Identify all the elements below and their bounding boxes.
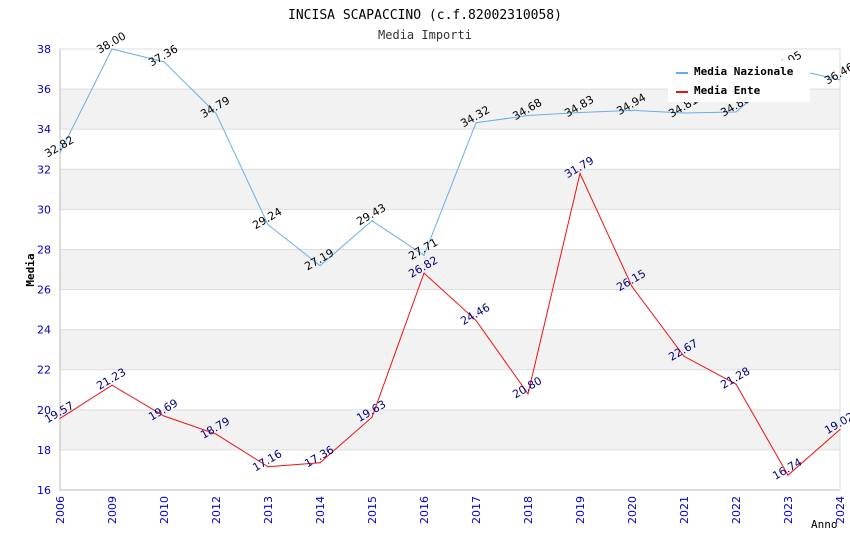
grid-band <box>60 409 840 450</box>
data-point <box>579 111 581 114</box>
grid-band <box>60 329 840 370</box>
data-point <box>319 462 321 464</box>
grid-band <box>60 249 840 290</box>
data-point <box>839 428 841 431</box>
data-point <box>683 355 685 357</box>
data-point <box>631 109 633 111</box>
series-lines <box>59 48 841 476</box>
y-tick-label: 34 <box>37 123 51 136</box>
data-point <box>579 172 581 175</box>
data-point <box>631 285 633 288</box>
x-tick-label: 2009 <box>106 496 119 524</box>
data-point <box>215 433 217 435</box>
data-label: 38.00 <box>94 29 128 56</box>
data-point <box>163 415 165 417</box>
y-tick-label: 18 <box>37 444 51 457</box>
data-point <box>683 112 685 114</box>
chart-subtitle: Media Importi <box>378 28 472 42</box>
x-tick-label: 2014 <box>314 496 327 524</box>
data-label: 24.46 <box>458 301 492 328</box>
y-tick-label: 22 <box>37 364 51 377</box>
y-tick-label: 24 <box>37 324 51 337</box>
data-point <box>735 383 737 385</box>
y-tick-label: 30 <box>37 203 51 216</box>
data-point <box>111 384 113 386</box>
x-tick-label: 2006 <box>54 496 67 524</box>
data-point <box>839 79 841 81</box>
data-point <box>319 265 321 267</box>
y-tick-label: 32 <box>37 163 51 176</box>
plot-bands <box>60 89 840 450</box>
data-label: 36.46 <box>822 60 850 87</box>
chart-title: INCISA SCAPACCINO (c.f.82002310058) <box>288 8 562 23</box>
data-point <box>787 474 789 476</box>
legend-box <box>668 60 810 102</box>
x-axis-label: Anno <box>811 518 838 531</box>
legend-label-media-nazionale: Media Nazionale <box>694 65 794 78</box>
x-tick-label: 2020 <box>626 496 639 524</box>
y-tick-label: 16 <box>37 484 51 497</box>
data-label: 16.74 <box>770 456 804 483</box>
x-tick-labels: 2006 2009 2010 2012 2013 2014 2015 2016 2017 2018… <box>54 496 847 524</box>
x-tick-label: 2021 <box>678 496 691 524</box>
data-point <box>475 122 477 124</box>
x-tick-label: 2017 <box>470 496 483 524</box>
y-tick-label: 26 <box>37 284 51 297</box>
x-tick-label: 2013 <box>262 496 275 524</box>
data-point <box>267 223 269 226</box>
x-tick-label: 2015 <box>366 496 379 524</box>
series-line-media-ente <box>59 171 841 476</box>
x-tick-label: 2023 <box>782 496 795 524</box>
x-tick-label: 2018 <box>522 496 535 524</box>
data-point <box>527 114 529 117</box>
y-tick-label: 38 <box>37 43 51 56</box>
x-tick-label: 2022 <box>730 496 743 524</box>
y-tick-label: 36 <box>37 83 51 96</box>
data-point <box>215 112 217 114</box>
data-point <box>59 417 61 420</box>
legend-label-media-ente: Media Ente <box>694 84 761 97</box>
data-point <box>527 393 529 395</box>
data-point <box>735 111 737 113</box>
data-point <box>267 466 269 468</box>
data-point <box>59 152 61 154</box>
data-label: 20.80 <box>510 374 544 401</box>
y-tick-label: 28 <box>37 243 51 256</box>
data-point <box>475 319 477 322</box>
data-point <box>163 61 165 63</box>
legend: Media Nazionale Media Ente <box>668 60 810 102</box>
axes <box>59 49 841 491</box>
x-tick-label: 2016 <box>418 496 431 524</box>
x-tick-label: 2019 <box>574 496 587 524</box>
x-tick-label: 2012 <box>210 496 223 524</box>
y-tick-label: 20 <box>37 404 51 417</box>
data-point <box>371 416 373 418</box>
data-point <box>423 254 425 256</box>
data-point <box>111 48 113 50</box>
y-axis-label: Media <box>24 253 37 286</box>
data-label: 37.36 <box>146 42 180 69</box>
data-point <box>423 272 425 274</box>
data-point <box>371 220 373 222</box>
x-tick-label: 2010 <box>158 496 171 524</box>
y-tick-labels: 16 18 20 22 24 26 28 30 32 34 36 38 <box>37 43 51 497</box>
data-label: 32.82 <box>42 133 76 160</box>
data-label: 17.16 <box>250 447 284 474</box>
x-tick-label: 2024 <box>834 496 847 524</box>
series-line-media-nazionale <box>59 48 841 267</box>
